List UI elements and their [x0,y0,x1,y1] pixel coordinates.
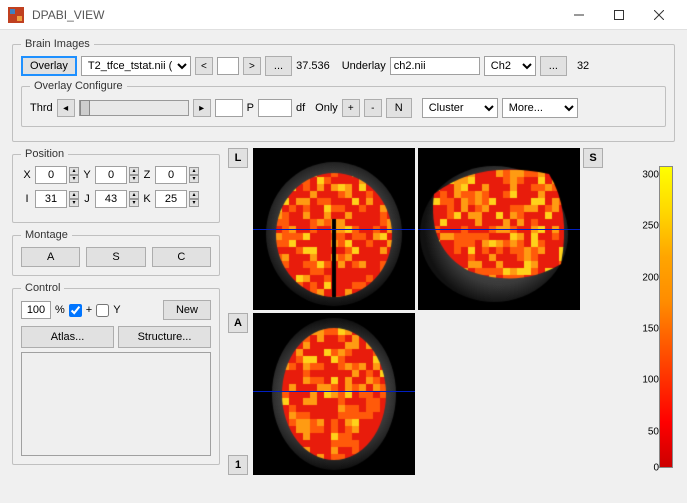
structure-button[interactable]: Structure... [118,326,211,348]
thrd-label: Thrd [30,102,53,114]
zoom-input[interactable] [21,301,51,319]
control-legend: Control [21,282,64,294]
i-input[interactable] [35,190,67,208]
underlay-label: Underlay [342,60,386,72]
z-up[interactable]: ▴ [189,167,199,175]
colorbar: 300250200150100500 [659,166,681,468]
y-input[interactable] [95,166,127,184]
only-plus-button[interactable]: + [342,99,360,117]
brain-images-legend: Brain Images [21,38,94,50]
orient-s-label: S [583,148,603,168]
position-legend: Position [21,148,68,160]
thrd-input[interactable] [215,99,243,117]
p-label: P [247,102,254,114]
plus-checkbox[interactable] [69,304,82,317]
pct-label: % [55,304,65,316]
thrd-inc-button[interactable]: ▸ [193,99,211,117]
n-button[interactable]: N [386,98,412,118]
montage-legend: Montage [21,229,72,241]
overlay-prev-button[interactable]: < [195,57,213,75]
close-button[interactable] [639,1,679,29]
overlay-button[interactable]: Overlay [21,56,77,76]
overlay-index-input[interactable] [217,57,239,75]
colorbar-tick: 300 [642,170,659,181]
i-down[interactable]: ▾ [69,199,79,207]
z-label: Z [141,169,153,181]
j-label: J [81,193,93,205]
y-checkbox[interactable] [96,304,109,317]
orient-a-label: A [228,313,248,333]
overlay-value-label: 37.536 [296,60,330,72]
cluster-select[interactable]: Cluster [422,98,498,118]
orient-1-label: 1 [228,455,248,475]
thrd-slider[interactable] [79,100,189,116]
k-label: K [141,193,153,205]
underlay-select[interactable]: Ch2 [484,56,536,76]
orient-l-label: L [228,148,248,168]
colorbar-tick: 100 [642,375,659,386]
window-title: DPABI_VIEW [32,8,559,22]
y-up[interactable]: ▴ [129,167,139,175]
only-label: Only [315,102,338,114]
structure-listbox[interactable] [21,352,211,456]
df-label: df [296,102,305,114]
montage-s-button[interactable]: S [86,247,145,267]
y-label: Y [81,169,93,181]
position-group: Position X ▴▾ Y ▴▾ Z ▴▾ I ▴▾ J [12,148,220,223]
z-down[interactable]: ▾ [189,175,199,183]
overlay-browse-button[interactable]: ... [265,56,292,76]
axial-view[interactable] [253,313,415,475]
app-icon [8,7,24,23]
coronal-view[interactable] [253,148,415,310]
x-label: X [21,169,33,181]
overlay-configure-legend: Overlay Configure [30,80,127,92]
colorbar-tick: 0 [653,463,659,474]
slice-count-label: 32 [577,60,589,72]
k-input[interactable] [155,190,187,208]
overlay-configure-group: Overlay Configure Thrd ◂ ▸ P df Only + -… [21,80,666,127]
atlas-button[interactable]: Atlas... [21,326,114,348]
montage-c-button[interactable]: C [152,247,211,267]
y-cb-label: Y [113,304,120,316]
new-button[interactable]: New [163,300,211,320]
overlay-select[interactable]: T2_tfce_tstat.nii (... [81,56,191,76]
colorbar-tick: 150 [642,324,659,335]
sagittal-view[interactable] [418,148,580,310]
montage-group: Montage A S C [12,229,220,276]
i-label: I [21,193,33,205]
overlay-next-button[interactable]: > [243,57,261,75]
underlay-browse-button[interactable]: ... [540,56,567,76]
brain-images-group: Brain Images Overlay T2_tfce_tstat.nii (… [12,38,675,142]
x-down[interactable]: ▾ [69,175,79,183]
montage-a-button[interactable]: A [21,247,80,267]
control-group: Control % + Y New Atlas... Structure... [12,282,220,465]
p-input[interactable] [258,99,292,117]
j-input[interactable] [95,190,127,208]
maximize-button[interactable] [599,1,639,29]
only-minus-button[interactable]: - [364,99,382,117]
i-up[interactable]: ▴ [69,191,79,199]
colorbar-tick: 250 [642,221,659,232]
j-down[interactable]: ▾ [129,199,139,207]
colorbar-tick: 50 [648,426,659,437]
k-down[interactable]: ▾ [189,199,199,207]
x-input[interactable] [35,166,67,184]
more-select[interactable]: More... [502,98,578,118]
y-down[interactable]: ▾ [129,175,139,183]
k-up[interactable]: ▴ [189,191,199,199]
underlay-input[interactable] [390,57,480,75]
minimize-button[interactable] [559,1,599,29]
colorbar-gradient [659,166,673,468]
j-up[interactable]: ▴ [129,191,139,199]
thrd-dec-button[interactable]: ◂ [57,99,75,117]
colorbar-tick: 200 [642,272,659,283]
plus-label: + [86,304,92,316]
z-input[interactable] [155,166,187,184]
x-up[interactable]: ▴ [69,167,79,175]
